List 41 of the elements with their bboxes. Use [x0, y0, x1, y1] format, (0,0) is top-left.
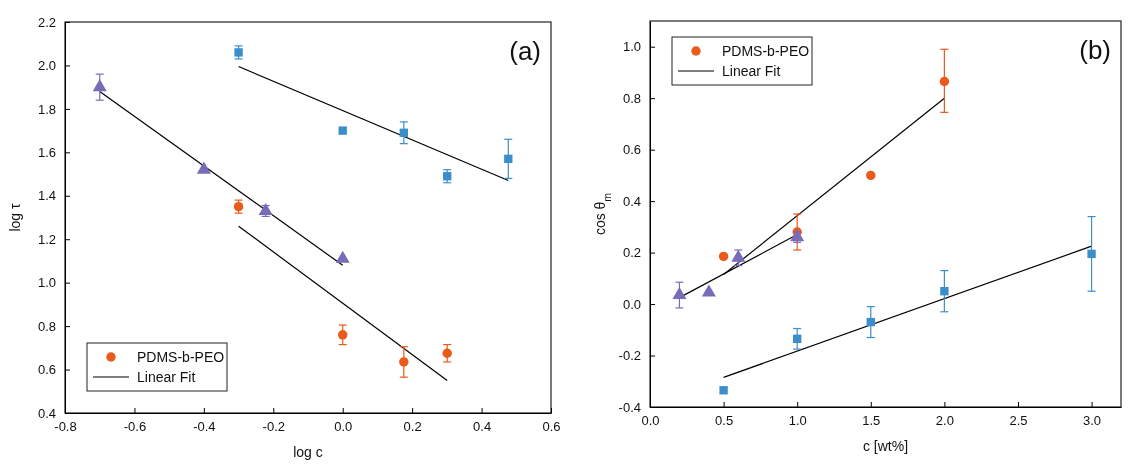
x-axis-title: log c	[293, 444, 323, 460]
legend-label: PDMS-b-PEO	[137, 349, 225, 365]
legend-label: PDMS-b-PEO	[722, 43, 810, 59]
y-tick-label: 1.0	[622, 39, 641, 55]
legend-label: Linear Fit	[722, 63, 781, 79]
y-tick-label: 1.2	[37, 231, 56, 247]
y-tick-label: 2.0	[37, 58, 56, 74]
y-tick-label: 0.2	[622, 245, 641, 261]
x-tick-label: 0.6	[542, 419, 561, 435]
y-tick-label: 0.8	[37, 318, 56, 334]
x-tick-label: -0.6	[123, 419, 147, 435]
x-tick-label: 0.0	[641, 413, 660, 429]
y-tick-label: 0.8	[622, 90, 641, 106]
annotation: (a)	[509, 36, 541, 66]
y-tick-label: -0.4	[618, 399, 641, 415]
y-tick-label: -0.2	[618, 348, 641, 364]
annotation: (b)	[1079, 35, 1111, 65]
y-tick-label: 1.4	[37, 188, 56, 204]
y-tick-label: 0.6	[37, 362, 56, 378]
x-tick-label: 1.0	[788, 413, 807, 429]
x-tick-label: -0.2	[262, 419, 285, 435]
y-tick-label: 0.6	[622, 142, 641, 158]
x-tick-label: 2.5	[1009, 413, 1028, 429]
y-tick-label: 1.6	[37, 144, 56, 160]
x-tick-label: 0.2	[403, 419, 422, 435]
x-tick-label: 0.5	[715, 413, 734, 429]
y-axis-title: log τ	[7, 202, 23, 232]
x-axis-title: c [wt%]	[862, 438, 909, 454]
x-tick-label: 0.0	[334, 419, 353, 435]
x-tick-label: -0.8	[54, 419, 77, 435]
x-tick-label: 1.5	[862, 413, 881, 429]
y-tick-label: 0.0	[622, 296, 641, 312]
y-tick-label: 0.4	[622, 193, 641, 209]
x-tick-label: 3.0	[1083, 413, 1102, 429]
y-tick-label: 1.0	[37, 275, 56, 291]
y-tick-label: 1.8	[37, 101, 56, 117]
x-tick-label: -0.4	[193, 419, 216, 435]
x-tick-label: 0.4	[473, 419, 492, 435]
y-tick-label: 2.2	[37, 14, 56, 30]
x-tick-label: 2.0	[935, 413, 954, 429]
legend-label: Linear Fit	[137, 369, 196, 385]
